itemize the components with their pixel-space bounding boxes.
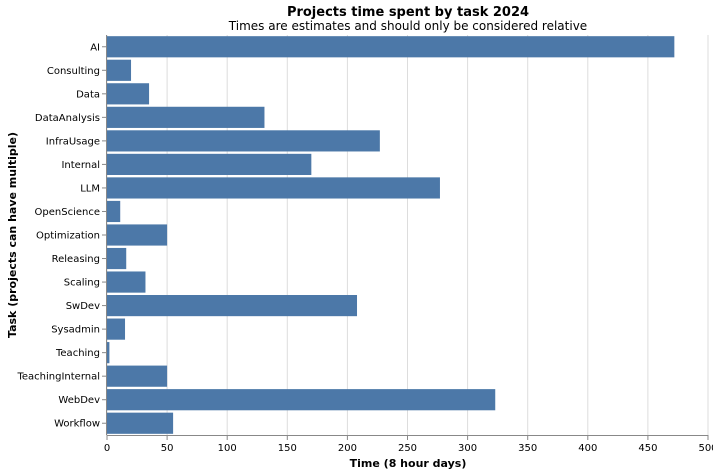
y-tick-label: InfraUsage	[46, 136, 100, 147]
y-tick-label: DataAnalysis	[35, 113, 100, 124]
y-tick-label: Scaling	[64, 278, 100, 289]
x-axis-title: Time (8 hour days)	[350, 457, 467, 470]
x-tick-label: 500	[698, 443, 713, 454]
y-tick-label: WebDev	[58, 395, 100, 406]
bar-sysadmin	[107, 318, 126, 340]
y-tick-label: Consulting	[47, 66, 100, 77]
x-tick-label: 300	[458, 443, 477, 454]
x-tick-label: 150	[278, 443, 297, 454]
bar-consulting	[107, 59, 132, 81]
y-tick-label: Internal	[61, 160, 100, 171]
bar-swdev	[107, 295, 358, 317]
chart-subtitle: Times are estimates and should only be c…	[228, 19, 587, 33]
bar-infrausage	[107, 130, 380, 152]
bar-scaling	[107, 271, 146, 293]
x-tick-label: 0	[104, 443, 110, 454]
y-tick-label: SwDev	[66, 301, 100, 312]
y-tick-label: Releasing	[52, 254, 100, 265]
bars	[107, 36, 675, 434]
x-tick-label: 100	[218, 443, 237, 454]
bar-teachinginternal	[107, 365, 168, 387]
bar-ai	[107, 36, 675, 58]
y-axis-title: Task (projects can have multiple)	[6, 132, 19, 338]
y-axis: AI Consulting Data DataAnalysis InfraUsage In…	[16, 35, 107, 435]
bar-teaching	[107, 342, 110, 364]
bar-data	[107, 83, 150, 105]
x-tick-label: 250	[398, 443, 417, 454]
bar-llm	[107, 177, 440, 199]
y-tick-label: AI	[90, 42, 100, 53]
bar-releasing	[107, 247, 127, 270]
bar-openscience	[107, 200, 121, 223]
y-tick-label: Teaching	[55, 348, 100, 359]
x-tick-label: 450	[638, 443, 657, 454]
bar-webdev	[107, 389, 496, 411]
x-axis: 0 50 100 150 200 250 300 350 400 450 500	[104, 435, 713, 454]
x-tick-label: 400	[578, 443, 597, 454]
y-tick-label: LLM	[80, 183, 100, 194]
y-tick-label: TeachingInternal	[16, 372, 100, 383]
x-tick-label: 200	[338, 443, 357, 454]
x-tick-label: 350	[518, 443, 537, 454]
y-tick-label: Sysadmin	[51, 325, 100, 336]
bar-workflow	[107, 412, 174, 434]
y-tick-label: OpenScience	[35, 207, 100, 218]
y-tick-label: Optimization	[36, 231, 100, 242]
y-tick-label: Data	[76, 89, 100, 100]
bar-dataanalysis	[107, 106, 265, 128]
bar-internal	[107, 153, 312, 175]
bar-optimization	[107, 224, 168, 246]
y-tick-label: Workflow	[54, 419, 100, 430]
gridlines	[106, 35, 709, 435]
chart-title: Projects time spent by task 2024	[287, 5, 529, 20]
x-tick-label: 50	[161, 443, 174, 454]
